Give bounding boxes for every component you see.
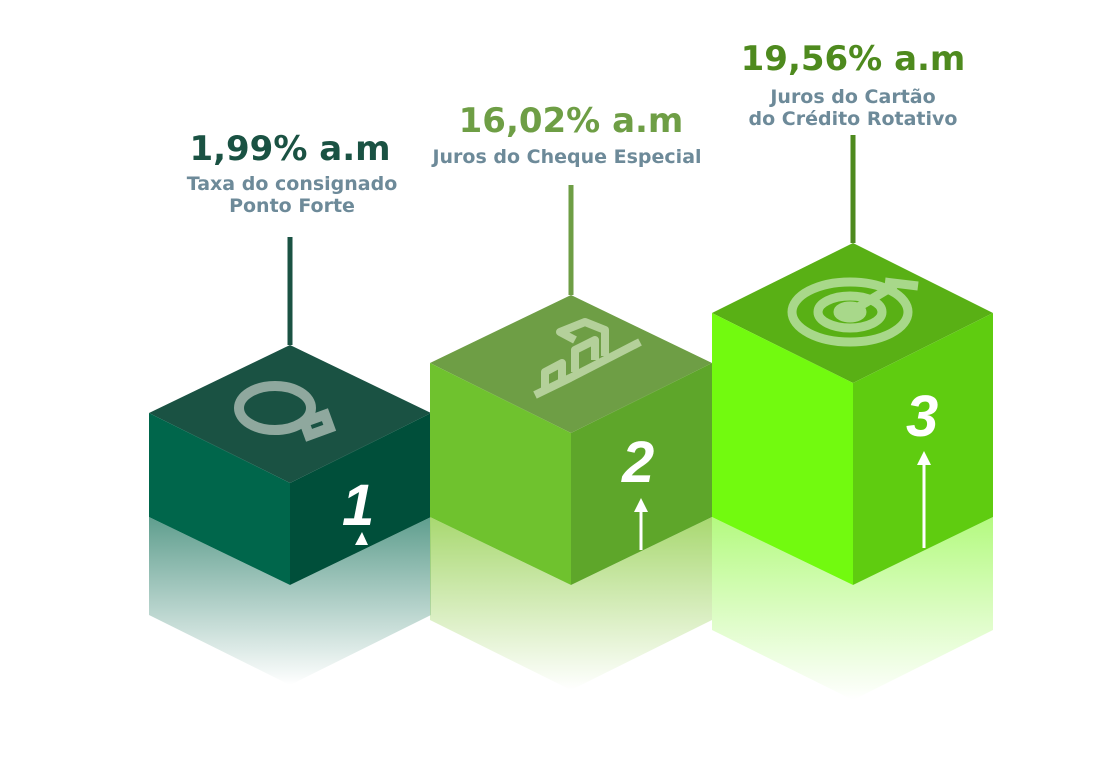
- cube-right: [290, 413, 431, 585]
- rate-value: 19,56% a.m: [741, 39, 966, 79]
- step-3: 3 19,56% a.m Juros do Cartão do Crédito …: [712, 39, 993, 700]
- step-number: 2: [621, 430, 654, 495]
- step-2: 2 16,02% a.m Juros do Cheque Especial: [430, 101, 712, 690]
- arrow-up-icon: [634, 498, 648, 512]
- reflection: [430, 517, 712, 690]
- rate-label-line-2: Ponto Forte: [229, 195, 355, 217]
- cube-left: [430, 363, 571, 585]
- arrow-up-icon: [355, 532, 368, 545]
- arrow-up-icon: [917, 451, 931, 465]
- growth-chart-icon: [533, 318, 642, 399]
- cube-left: [149, 413, 290, 585]
- rate-label-line-1: Juros do Cheque Especial: [430, 146, 701, 168]
- cube-left: [712, 313, 853, 585]
- rate-label-line-1: Juros do Cartão: [768, 86, 935, 108]
- step-number: 1: [342, 473, 374, 538]
- lightbulb-icon: [234, 381, 337, 442]
- step-1: 1 1,99% a.m Taxa do consignado Ponto For…: [149, 129, 431, 685]
- cube-top: [149, 345, 431, 483]
- reflection: [712, 517, 993, 700]
- rate-value: 16,02% a.m: [459, 101, 684, 141]
- cube-right: [853, 313, 993, 585]
- rate-label-line-1: Taxa do consignado: [187, 173, 398, 195]
- rate-label-line-2: do Crédito Rotativo: [749, 108, 958, 130]
- reflection: [149, 517, 431, 685]
- rate-value: 1,99% a.m: [189, 129, 390, 169]
- cube-right: [571, 363, 712, 585]
- step-number: 3: [906, 384, 938, 449]
- target-icon: [787, 277, 919, 347]
